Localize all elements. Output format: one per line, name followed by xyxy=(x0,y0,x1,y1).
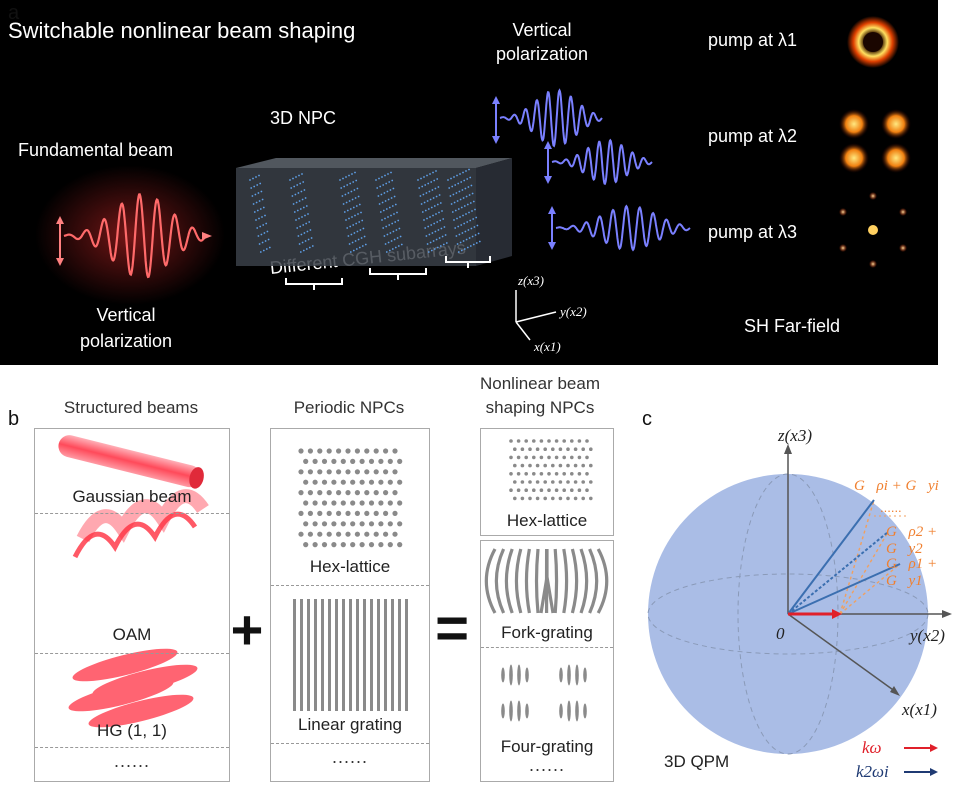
axis-z-label-c: z(x3) xyxy=(778,426,812,445)
subarray-bracket-2 xyxy=(369,268,427,280)
origin-label: 0 xyxy=(776,624,785,643)
axis-y-label-c: y(x2) xyxy=(910,626,945,645)
linear-grating-pattern xyxy=(293,599,408,711)
npc-label: 3D NPC xyxy=(270,108,337,128)
fundamental-glow xyxy=(35,165,225,305)
axis-x-label-c: x(x1) xyxy=(902,700,937,719)
shaping-npcs-box-bottom: Fork-grating Four-grating ...... xyxy=(480,540,614,782)
hex-lattice-caption: Hex-lattice xyxy=(309,557,391,576)
col2-header: Periodic NPCs xyxy=(293,398,405,417)
npc-crystal-front xyxy=(236,168,476,266)
axis-x-label-a: x(x1) xyxy=(534,339,561,354)
subarray-bracket-3 xyxy=(445,256,491,268)
linear-grating-caption: Linear grating xyxy=(298,715,402,734)
shaping-hex-graphics xyxy=(509,439,593,501)
reciprocal-vectors xyxy=(839,499,901,615)
pump-2-label: pump at λ2 xyxy=(708,126,798,146)
pump-1-label: pump at λ1 xyxy=(708,30,798,50)
periodic-npcs-graphics xyxy=(293,448,408,711)
axis-x-a xyxy=(515,321,531,341)
col1-header: Structured beams xyxy=(63,398,199,417)
panel-label-c: c xyxy=(642,408,652,430)
col2-ellipsis: ...... xyxy=(331,747,368,767)
periodic-npcs-box: Hex-lattice Linear grating ...... xyxy=(270,428,430,782)
structured-beams-graphics xyxy=(58,435,209,728)
fundamental-beam-label: Fundamental beam xyxy=(18,140,174,160)
npc-crystal-top xyxy=(236,158,512,168)
col1-ellipsis: ...... xyxy=(113,751,150,771)
far-field-hex-spots xyxy=(839,192,907,268)
four-grating-caption: Four-grating xyxy=(500,737,594,756)
panel-a-graphics xyxy=(35,10,916,341)
hg-caption: HG (1, 1) xyxy=(97,721,167,740)
sh-wave-2 xyxy=(551,138,653,186)
col3-header: Nonlinear beam shaping NPCs xyxy=(479,374,600,417)
equals-sign: = xyxy=(435,596,469,661)
cgh-subarray-pattern xyxy=(249,168,481,253)
sh-wave-3 xyxy=(555,204,691,252)
qpm-label: 3D QPM xyxy=(664,752,730,771)
shaping-npcs-box-top: Hex-lattice xyxy=(480,428,614,536)
vertical-polarization-top-label: Vertical polarization xyxy=(496,20,589,64)
fundamental-wave xyxy=(63,193,207,279)
far-field-four-spots xyxy=(839,109,911,173)
panel-c-qpm-sphere xyxy=(647,444,952,776)
hg-beam-icon xyxy=(68,648,198,728)
col3-ellipsis: ...... xyxy=(528,755,565,775)
npc-crystal-side xyxy=(476,158,512,266)
fork-grating-pattern xyxy=(484,548,609,614)
oam-beam-icon xyxy=(72,489,209,559)
oam-caption: OAM xyxy=(112,625,152,644)
vertical-polarization-left-label: Vertical polarization xyxy=(80,305,173,351)
shaping-hex-caption: Hex-lattice xyxy=(506,511,588,530)
shaping-grating-graphics xyxy=(484,548,609,722)
pump-3-label: pump at λ3 xyxy=(708,222,798,242)
axis-y-label-a: y(x2) xyxy=(560,304,587,319)
four-grating-pattern xyxy=(501,664,587,722)
plus-sign: + xyxy=(230,598,264,661)
legend-k-2omega: k2ωi xyxy=(856,762,889,781)
fork-grating-caption: Fork-grating xyxy=(501,623,593,642)
structured-beams-box: Gaussian beam OAM HG (1, 1) ...... xyxy=(34,428,230,782)
far-field-label: SH Far-field xyxy=(744,316,841,336)
panel-label-a: a xyxy=(8,2,20,24)
hex-lattice-pattern xyxy=(298,448,403,548)
gaussian-beam-caption: Gaussian beam xyxy=(72,487,192,506)
gaussian-beam-icon xyxy=(58,435,204,489)
subarray-bracket-1 xyxy=(285,278,343,290)
legend-k-omega: kω xyxy=(862,738,882,757)
axis-x-c xyxy=(787,613,897,693)
axis-z-label-a: z(x3) xyxy=(518,273,544,288)
sh-wave-1 xyxy=(499,88,603,148)
vector-i-label: G⃗ρi + G⃗yi xyxy=(854,478,939,494)
vector-1-label: G⃗ρ1 + G⃗y1 xyxy=(886,556,938,589)
vector-dots: ...... xyxy=(880,500,902,515)
axis-y-a xyxy=(515,311,557,323)
panel-a-switchable-beam-shaping: Switchable nonlinear beam shaping Fundam… xyxy=(0,0,938,365)
panel-a-title: Switchable nonlinear beam shaping xyxy=(8,18,356,43)
vector-2-label: G⃗ρ2 + G⃗y2 xyxy=(886,524,938,557)
panel-label-b: b xyxy=(8,408,20,430)
k-2omega-vectors xyxy=(787,499,901,615)
hex-lattice-pattern-small xyxy=(509,439,593,501)
